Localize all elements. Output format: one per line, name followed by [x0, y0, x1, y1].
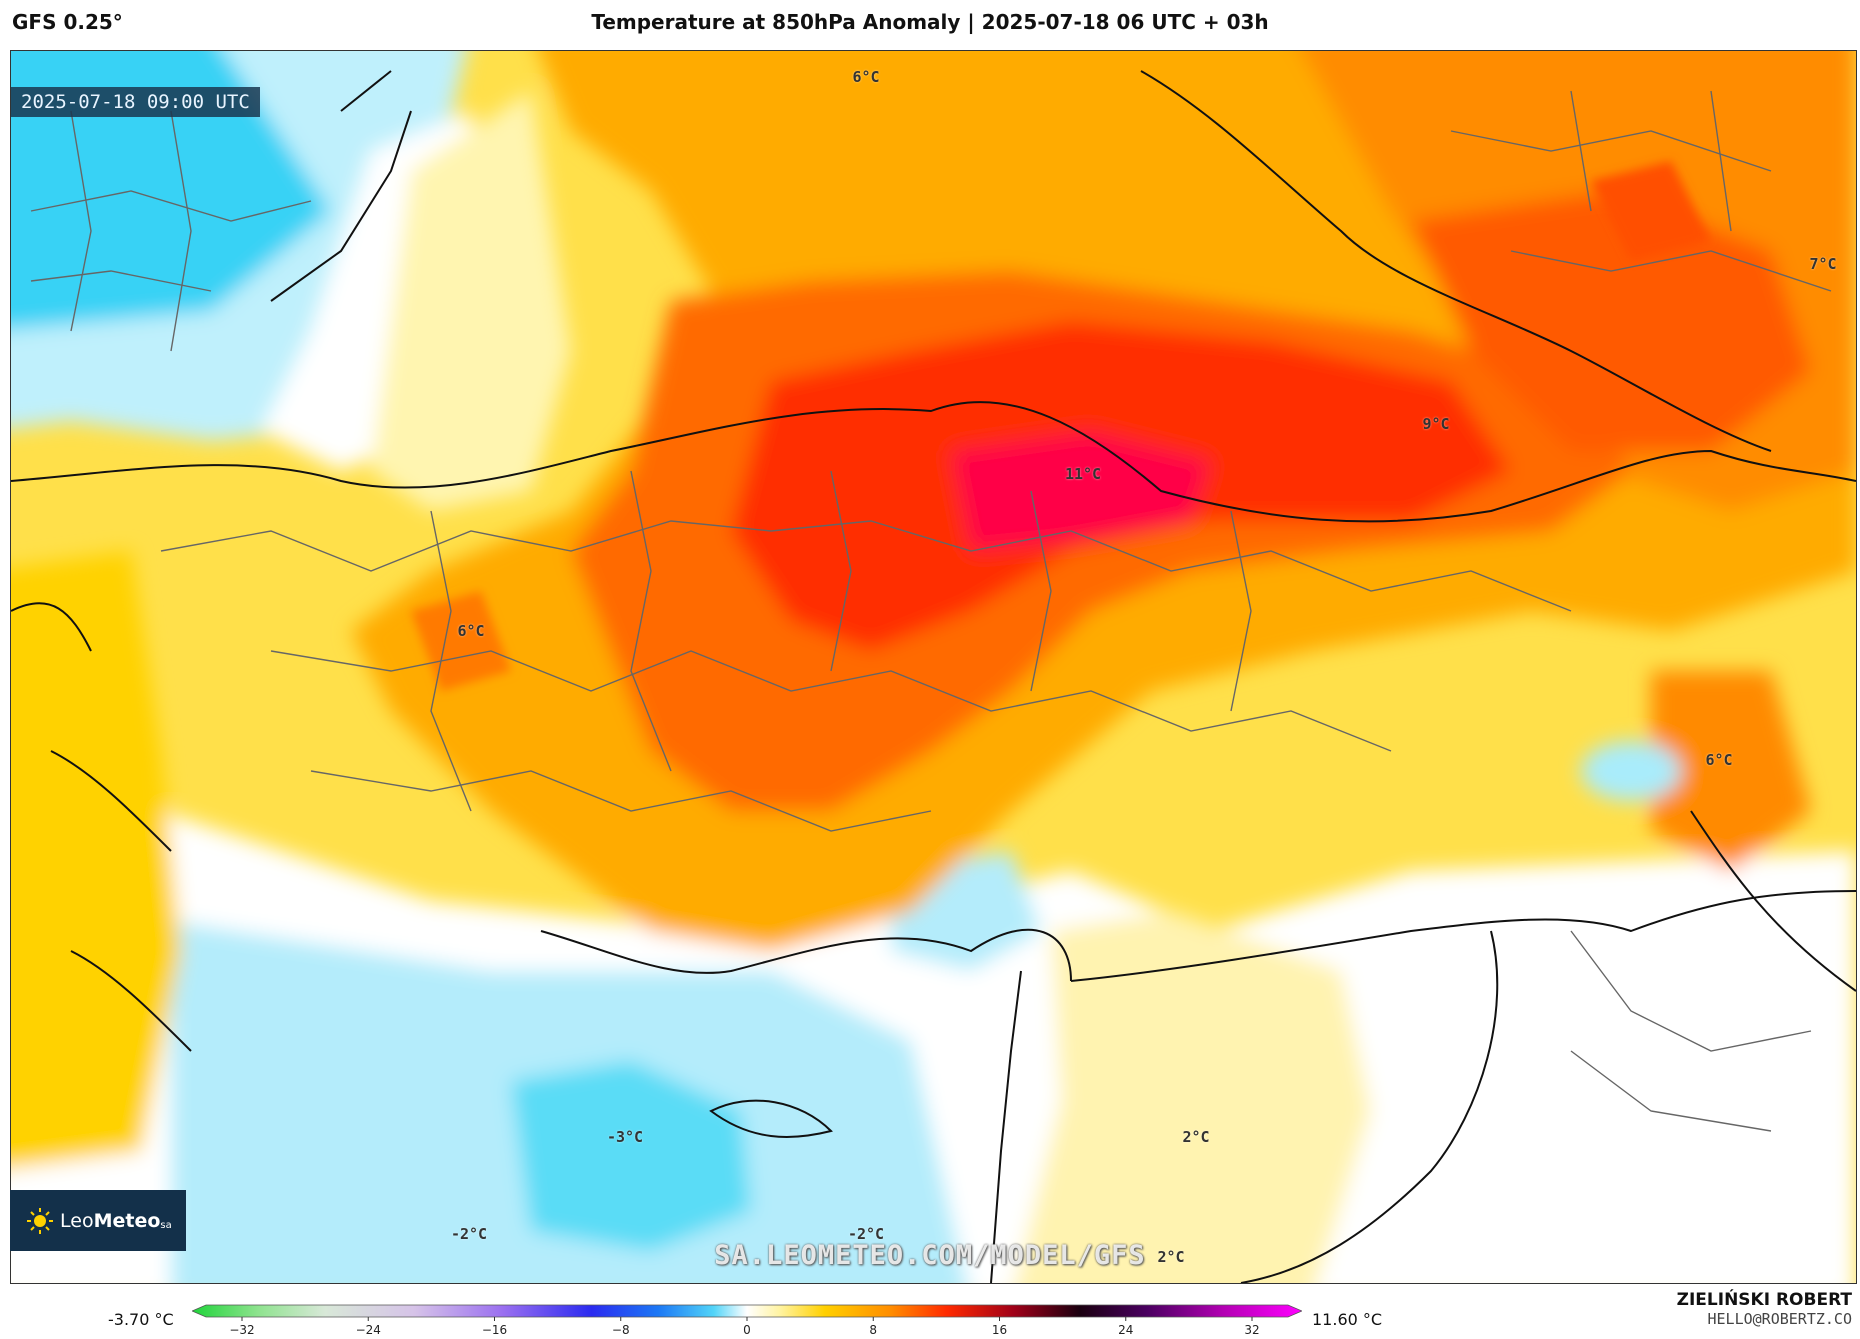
colorbar-tick-label: 0 [743, 1323, 751, 1337]
colorbar-tick-label: 32 [1244, 1323, 1259, 1337]
logo-suffix: sa [160, 1220, 172, 1231]
temp-label-6c-north: 6°C [852, 68, 880, 86]
temp-label-2c-syria: 2°C [1182, 1128, 1210, 1146]
colorbar-tick-label: −8 [612, 1323, 630, 1337]
valid-time-badge: 2025-07-18 09:00 UTC [11, 87, 260, 117]
temp-label-9c-east: 9°C [1422, 415, 1450, 433]
colorbar-gradient [192, 1304, 1302, 1318]
colorbar-tick-label: −32 [229, 1323, 254, 1337]
temp-label-m2c-south: -2°C [847, 1225, 885, 1243]
anomaly-field [11, 51, 1856, 1283]
colorbar-max-label: 11.60 °C [1312, 1310, 1383, 1329]
colorbar-tick-label: 16 [992, 1323, 1007, 1337]
temp-label-7c-east: 7°C [1809, 255, 1837, 273]
colorbar-min-label: -3.70 °C [108, 1310, 174, 1329]
colorbar-tick-label: −16 [482, 1323, 507, 1337]
sun-icon [27, 1207, 53, 1234]
logo-brand-light: Leo [60, 1209, 94, 1232]
temp-label-6c-west: 6°C [457, 622, 485, 640]
model-name: GFS 0.25° [12, 10, 123, 34]
author-credit: ZIELIŃSKI ROBERT HELLO@ROBERTZ.CO [1677, 1290, 1852, 1328]
logo-brand-bold: Meteo [93, 1209, 161, 1232]
temp-label-11c-center: 11°C [1064, 465, 1102, 483]
source-watermark: SA.LEOMETEO.COM/MODEL/GFS [714, 1240, 1146, 1271]
colorbar-tick-label: 24 [1118, 1323, 1133, 1337]
temp-label-m2c-west: -2°C [450, 1225, 488, 1243]
author-email[interactable]: HELLO@ROBERTZ.CO [1707, 1310, 1853, 1328]
temp-label-6c-southeast: 6°C [1705, 751, 1733, 769]
leometeo-logo[interactable]: Leo Meteo sa [10, 1190, 186, 1251]
colorbar-tick-label: 8 [869, 1323, 877, 1337]
map-title: Temperature at 850hPa Anomaly | 2025-07-… [591, 10, 1269, 34]
map-area[interactable]: 2025-07-18 09:00 UTC 6°C 7°C 9°C 11°C 6°… [10, 50, 1857, 1284]
colorbar: −32 −24 −16 −8 0 8 16 24 32 [192, 1304, 1302, 1337]
temp-label-m3c-sea: -3°C [606, 1128, 644, 1146]
colorbar-tick-label: −24 [356, 1323, 381, 1337]
author-name: ZIELIŃSKI ROBERT [1676, 1290, 1852, 1310]
temp-label-2c-south: 2°C [1157, 1248, 1185, 1266]
